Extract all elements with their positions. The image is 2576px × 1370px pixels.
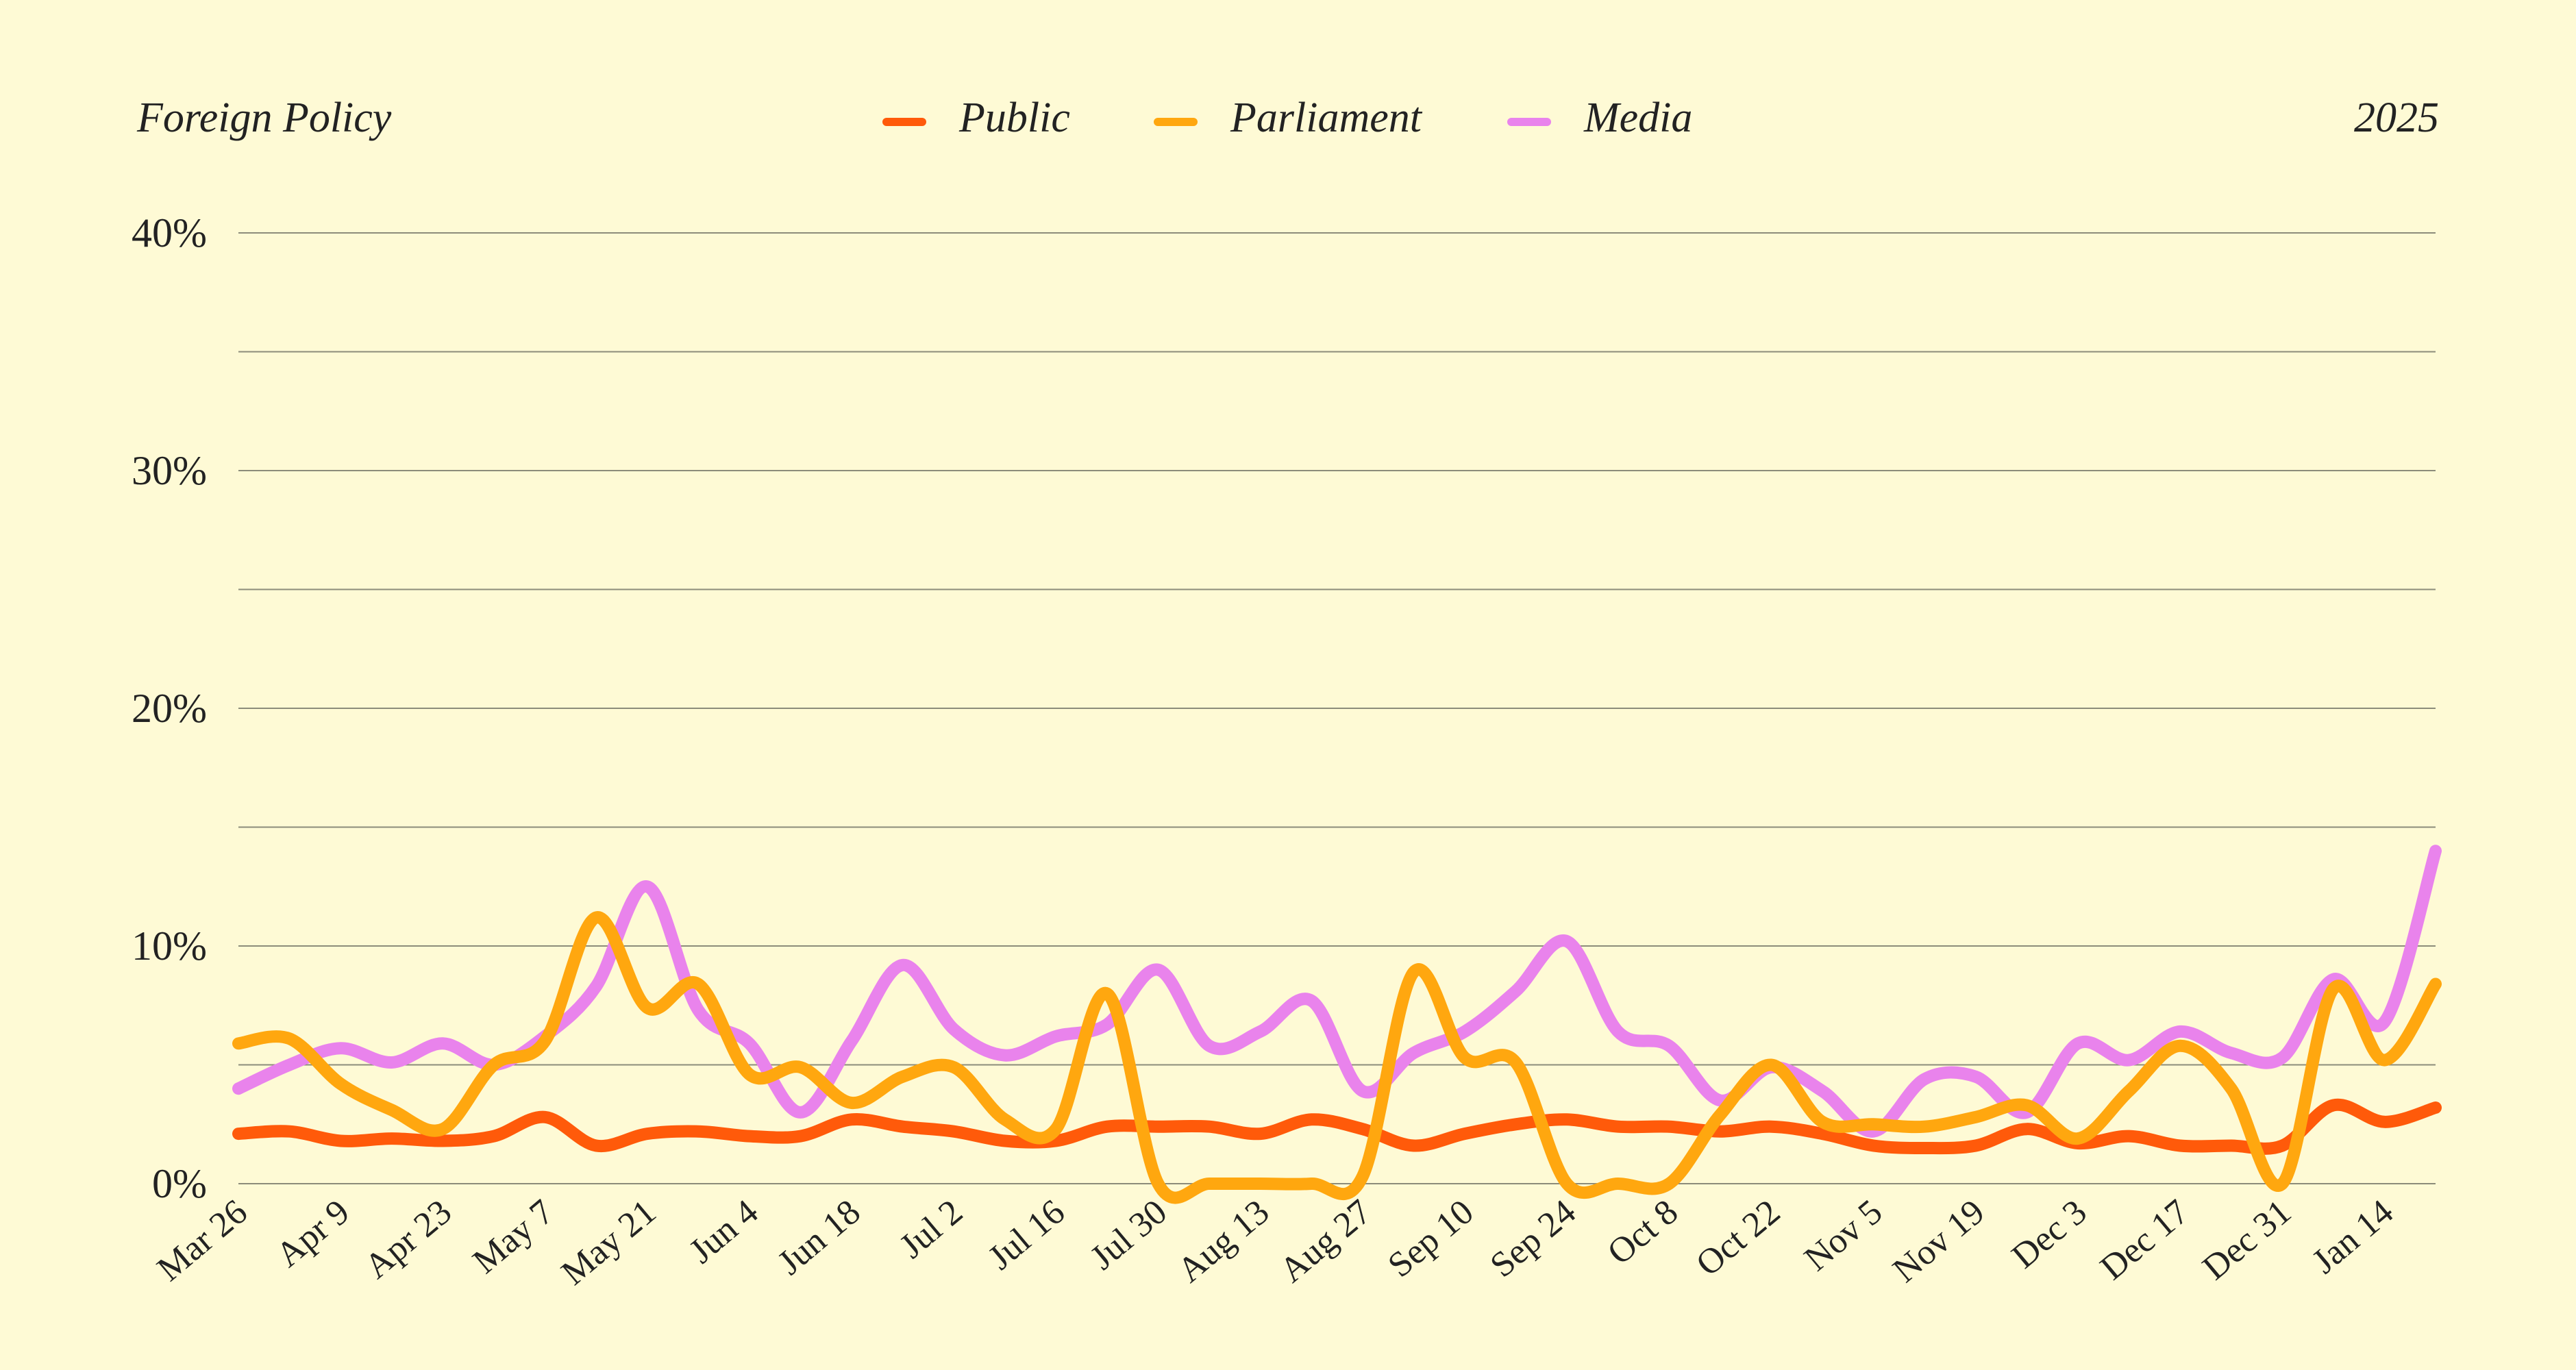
- y-tick-label: 10%: [132, 923, 207, 969]
- x-tick-label: May 21: [554, 1193, 663, 1293]
- x-tick-label: Apr 9: [269, 1193, 356, 1275]
- x-tick-label: Oct 22: [1689, 1193, 1787, 1284]
- x-tick-label: Jun 18: [771, 1193, 868, 1283]
- y-tick-label: 30%: [132, 448, 207, 493]
- x-tick-label: Jul 2: [893, 1193, 970, 1267]
- x-tick-label: Sep 10: [1380, 1193, 1481, 1286]
- x-tick-label: Aug 27: [1272, 1193, 1378, 1291]
- series-lines: [232, 845, 2442, 1204]
- x-tick-label: Jan 14: [2305, 1193, 2401, 1282]
- x-tick-label: Mar 26: [150, 1193, 255, 1289]
- gridlines: [238, 232, 2436, 1184]
- year-label: 2025: [2354, 95, 2439, 141]
- legend: Public Parliament Media: [882, 95, 1692, 141]
- x-tick-label: Jul 30: [1083, 1193, 1174, 1278]
- y-tick-label: 40%: [132, 210, 207, 256]
- legend-label-media: Media: [1583, 95, 1692, 141]
- series-line-parliament: [232, 911, 2442, 1204]
- x-tick-label: Nov 5: [1797, 1193, 1890, 1279]
- x-tick-label: May 7: [466, 1193, 562, 1282]
- x-tick-label: Oct 8: [1600, 1193, 1685, 1273]
- x-tick-label: Dec 17: [2093, 1193, 2196, 1288]
- x-tick-label: Jun 4: [682, 1193, 766, 1271]
- x-tick-label: Aug 13: [1170, 1193, 1276, 1291]
- x-tick-label: Nov 19: [1885, 1193, 1992, 1291]
- x-tick-label: Dec 31: [2195, 1193, 2299, 1288]
- x-tick-label: Jul 16: [981, 1193, 1072, 1278]
- series-line-media: [232, 845, 2442, 1138]
- legend-label-parliament: Parliament: [1230, 95, 1423, 141]
- y-tick-label: 0%: [152, 1161, 207, 1206]
- x-tick-label: Dec 3: [2005, 1193, 2094, 1277]
- legend-label-public: Public: [958, 95, 1070, 141]
- y-axis: 0% 10% 20% 30% 40%: [132, 210, 207, 1206]
- y-tick-label: 20%: [132, 686, 207, 731]
- x-tick-label: Apr 23: [358, 1193, 459, 1286]
- chart-title: Foreign Policy: [136, 95, 392, 141]
- x-tick-label: Sep 24: [1483, 1193, 1583, 1286]
